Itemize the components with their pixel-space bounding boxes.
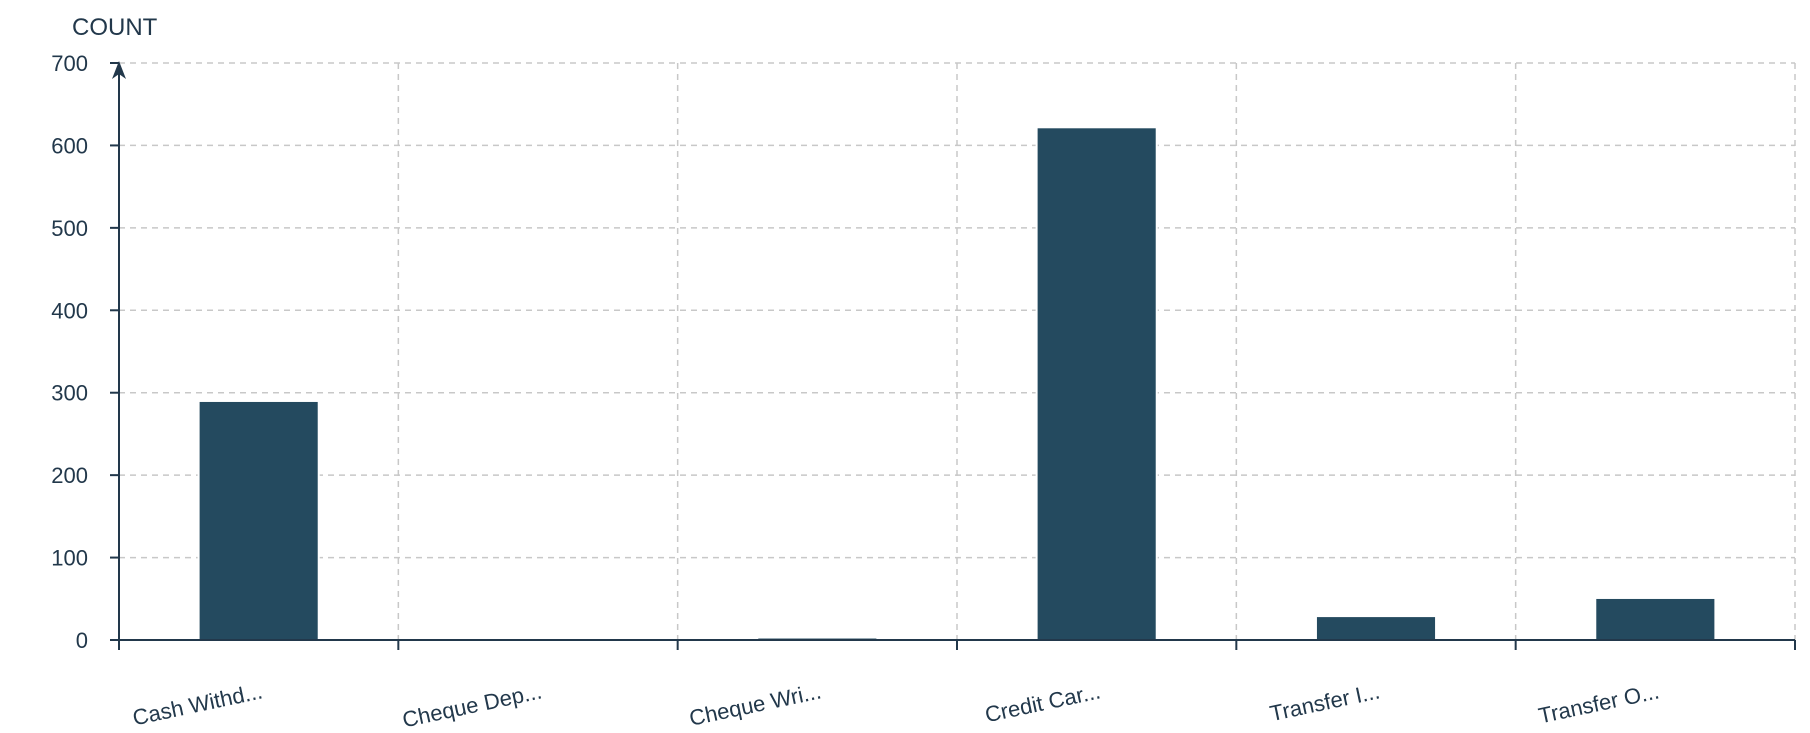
bar — [1035, 126, 1158, 641]
x-tick-label: Cheque Wri... — [687, 678, 823, 728]
bar — [1594, 596, 1717, 641]
bar — [197, 399, 320, 642]
y-tick-label: 200 — [51, 463, 88, 488]
y-tick-label: 500 — [51, 216, 88, 241]
bar — [1314, 615, 1438, 641]
y-tick-label: 300 — [51, 381, 88, 406]
y-tick-label: 600 — [51, 133, 88, 158]
x-tick-label: Transfer I... — [1268, 678, 1382, 726]
y-axis-arrow-icon — [112, 61, 126, 79]
x-tick-label: Cheque Dep... — [400, 678, 544, 728]
y-tick-label: 700 — [51, 51, 88, 76]
y-tick-label: 400 — [51, 298, 88, 323]
grid-lines — [119, 62, 1796, 640]
y-axis-label: COUNT — [72, 14, 158, 41]
y-tick-label: 0 — [76, 628, 88, 653]
axes — [112, 61, 1795, 641]
x-tick-label: Credit Car... — [983, 678, 1103, 727]
y-tick-label: 100 — [51, 546, 88, 571]
x-tick-label: Cash Withd... — [130, 678, 264, 728]
y-tick-labels: 0 100 200 300 400 500 600 700 — [51, 51, 119, 653]
x-tick-label: Transfer O... — [1536, 678, 1661, 728]
x-tick-labels: Cash Withd... Cheque Dep... Cheque Wri... C… — [118, 640, 1796, 732]
